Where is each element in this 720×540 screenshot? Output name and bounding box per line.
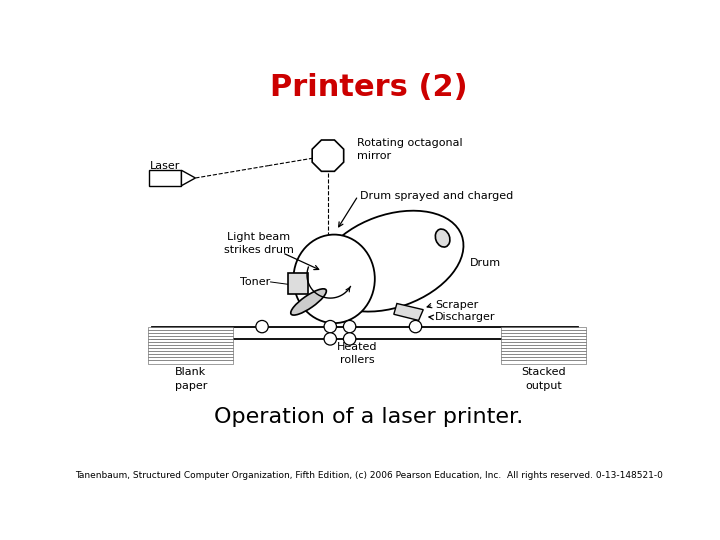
- Ellipse shape: [436, 229, 450, 247]
- Text: Heated
rollers: Heated rollers: [337, 342, 377, 365]
- Bar: [148, 345, 233, 348]
- Bar: [500, 339, 586, 342]
- Text: Discharger: Discharger: [435, 312, 495, 322]
- Circle shape: [324, 320, 336, 333]
- Bar: [148, 336, 233, 339]
- Text: Laser: Laser: [150, 161, 181, 171]
- Bar: [500, 327, 586, 330]
- Bar: [148, 342, 233, 345]
- Text: Stacked
output: Stacked output: [521, 367, 566, 390]
- Polygon shape: [394, 303, 423, 320]
- Bar: [148, 339, 233, 342]
- Text: Scraper: Scraper: [435, 300, 478, 310]
- Bar: [500, 342, 586, 345]
- Bar: [148, 327, 233, 330]
- Text: Tanenbaum, Structured Computer Organization, Fifth Edition, (c) 2006 Pearson Edu: Tanenbaum, Structured Computer Organizat…: [75, 471, 663, 481]
- Text: Light beam
strikes drum: Light beam strikes drum: [224, 232, 294, 255]
- Bar: [148, 348, 233, 351]
- Bar: [287, 273, 307, 294]
- Circle shape: [409, 320, 422, 333]
- Ellipse shape: [318, 211, 464, 312]
- Bar: [148, 354, 233, 357]
- Circle shape: [343, 333, 356, 345]
- Bar: [500, 348, 586, 351]
- Bar: [500, 354, 586, 357]
- Ellipse shape: [291, 289, 326, 315]
- Bar: [500, 333, 586, 336]
- Bar: [149, 170, 181, 186]
- Text: Operation of a laser printer.: Operation of a laser printer.: [215, 408, 523, 428]
- Text: Drum: Drum: [469, 259, 501, 268]
- Bar: [148, 351, 233, 354]
- Text: Rotating octagonal
mirror: Rotating octagonal mirror: [357, 138, 463, 161]
- Bar: [148, 333, 233, 336]
- Bar: [500, 357, 586, 361]
- Text: Blank
paper: Blank paper: [174, 367, 207, 390]
- Text: Printers (2): Printers (2): [270, 73, 468, 103]
- Text: Toner: Toner: [240, 277, 270, 287]
- Circle shape: [324, 333, 336, 345]
- Circle shape: [256, 320, 269, 333]
- Bar: [500, 361, 586, 363]
- Ellipse shape: [294, 234, 375, 323]
- Polygon shape: [181, 170, 195, 186]
- Bar: [500, 336, 586, 339]
- Polygon shape: [312, 140, 343, 171]
- Bar: [148, 361, 233, 363]
- Bar: [148, 330, 233, 333]
- Bar: [148, 357, 233, 361]
- Bar: [500, 351, 586, 354]
- Text: Drum sprayed and charged: Drum sprayed and charged: [360, 191, 513, 201]
- Bar: [500, 330, 586, 333]
- Circle shape: [343, 320, 356, 333]
- Bar: [500, 345, 586, 348]
